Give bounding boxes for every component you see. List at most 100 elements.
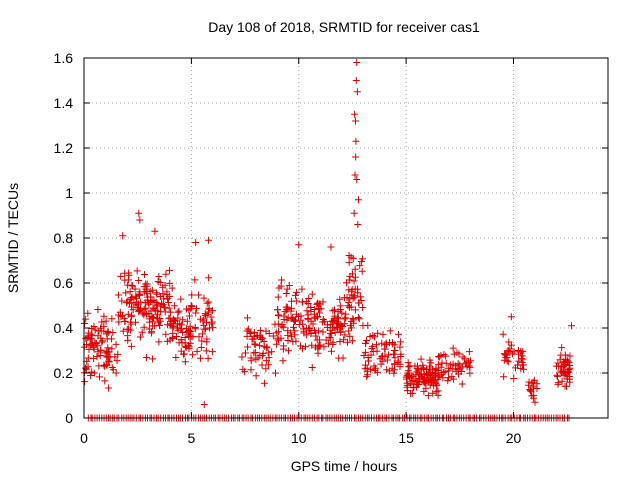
axis-ticks: 0 5 10 15 20 0 0.2 0.4 0.6 0.8 1 1.2 1.4 1.6 xyxy=(54,50,608,446)
data-point xyxy=(272,369,280,377)
data-point xyxy=(127,342,135,350)
data-point xyxy=(361,348,369,356)
data-point xyxy=(87,340,95,348)
data-point xyxy=(135,209,143,217)
data-point xyxy=(154,315,162,323)
data-point xyxy=(430,376,438,384)
data-point xyxy=(449,375,457,383)
data-point xyxy=(107,335,115,343)
data-point xyxy=(121,317,129,325)
data-point xyxy=(456,361,464,369)
data-point xyxy=(262,357,270,365)
y-tick-label: 0.4 xyxy=(54,320,74,336)
data-point xyxy=(500,356,508,364)
data-point xyxy=(177,336,185,344)
data-point xyxy=(167,320,175,328)
data-point xyxy=(115,318,123,326)
data-point xyxy=(381,352,389,360)
data-point xyxy=(98,318,106,326)
data-point xyxy=(344,338,352,346)
data-point xyxy=(414,380,422,388)
data-point xyxy=(370,333,378,341)
data-point xyxy=(397,338,405,346)
data-point xyxy=(410,383,418,391)
data-point xyxy=(202,347,210,355)
x-tick-label: 0 xyxy=(80,430,88,446)
data-point xyxy=(311,343,319,351)
data-point xyxy=(292,337,300,345)
data-point xyxy=(351,306,359,314)
data-point xyxy=(350,209,358,217)
data-point xyxy=(123,297,131,305)
data-point xyxy=(126,326,134,334)
data-point xyxy=(82,315,90,323)
data-point xyxy=(279,357,287,365)
data-point xyxy=(100,312,108,320)
data-point xyxy=(303,307,311,315)
data-point xyxy=(183,317,191,325)
data-point xyxy=(435,353,443,361)
data-point xyxy=(340,336,348,344)
data-point xyxy=(419,361,427,369)
data-point xyxy=(162,330,170,338)
data-point xyxy=(124,281,132,289)
data-point xyxy=(247,329,255,337)
data-point xyxy=(108,315,116,323)
data-point xyxy=(200,294,208,302)
data-point xyxy=(346,332,354,340)
data-point xyxy=(134,304,142,312)
data-point xyxy=(358,267,366,275)
data-point xyxy=(404,359,412,367)
data-point xyxy=(97,324,105,332)
data-point xyxy=(109,366,117,374)
data-point xyxy=(292,297,300,305)
data-point xyxy=(325,340,333,348)
data-point xyxy=(341,320,349,328)
data-point xyxy=(148,286,156,294)
data-point xyxy=(465,362,473,370)
data-point xyxy=(354,314,362,322)
data-point xyxy=(114,291,122,299)
data-point xyxy=(94,305,102,313)
data-point xyxy=(386,367,394,375)
data-point xyxy=(335,354,343,362)
data-point xyxy=(148,297,156,305)
data-point xyxy=(502,353,510,361)
data-point xyxy=(243,314,251,322)
data-point xyxy=(156,279,164,287)
data-point xyxy=(149,317,157,325)
data-point xyxy=(459,353,467,361)
data-point xyxy=(403,383,411,391)
data-point xyxy=(385,339,393,347)
data-point xyxy=(351,117,359,125)
data-point xyxy=(209,307,217,315)
data-point xyxy=(329,340,337,348)
data-point xyxy=(372,364,379,372)
y-tick-label: 1.2 xyxy=(54,140,74,156)
data-point xyxy=(112,340,120,348)
data-point xyxy=(554,372,562,380)
data-point xyxy=(390,369,398,377)
data-point xyxy=(127,313,135,321)
data-point xyxy=(297,342,305,350)
data-point xyxy=(252,355,260,363)
data-point xyxy=(315,305,323,313)
data-point xyxy=(563,357,571,365)
data-point xyxy=(124,276,132,284)
data-point xyxy=(511,364,519,372)
data-point xyxy=(136,333,144,341)
data-point xyxy=(205,236,213,244)
data-point xyxy=(422,384,430,392)
data-point xyxy=(367,351,375,359)
data-point xyxy=(351,171,359,179)
data-point xyxy=(510,348,518,356)
data-point xyxy=(287,314,295,322)
data-point xyxy=(356,293,364,301)
data-point xyxy=(170,302,178,310)
data-point xyxy=(504,347,512,355)
data-point xyxy=(518,358,526,366)
data-point xyxy=(156,321,164,329)
data-point xyxy=(559,363,567,371)
data-point xyxy=(274,306,282,314)
data-point xyxy=(152,298,160,306)
